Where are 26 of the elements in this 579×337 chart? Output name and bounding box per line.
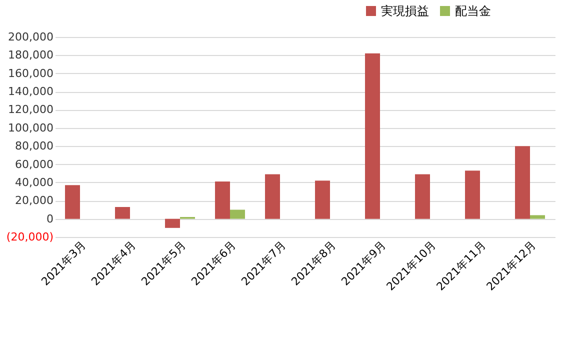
y-tick-label: 100,000 (8, 121, 54, 134)
bar (465, 170, 480, 219)
y-tick-label: 180,000 (8, 48, 54, 62)
bar (530, 215, 545, 219)
bar (365, 53, 380, 219)
y-tick-label: 40,000 (15, 176, 54, 189)
legend-label: 実現損益 (381, 4, 429, 18)
y-tick-label: 60,000 (15, 158, 54, 171)
y-tick-label: 200,000 (8, 30, 54, 44)
y-tick-label: 120,000 (8, 103, 54, 116)
bar (265, 174, 280, 219)
y-tick-label: 140,000 (8, 85, 54, 98)
y-tick-label: (20,000) (6, 230, 54, 244)
y-tick-label: 160,000 (8, 66, 54, 80)
bar (515, 146, 530, 219)
y-tick-label: 0 (46, 212, 54, 226)
bar (315, 180, 330, 219)
bar (415, 174, 430, 219)
bar (65, 185, 80, 219)
bar (215, 182, 230, 219)
bar (230, 210, 245, 219)
y-tick-label: 80,000 (15, 140, 54, 153)
legend-label: 配当金 (455, 4, 491, 18)
bar (165, 218, 180, 228)
y-tick-label: 20,000 (15, 194, 54, 208)
bar (115, 207, 130, 219)
